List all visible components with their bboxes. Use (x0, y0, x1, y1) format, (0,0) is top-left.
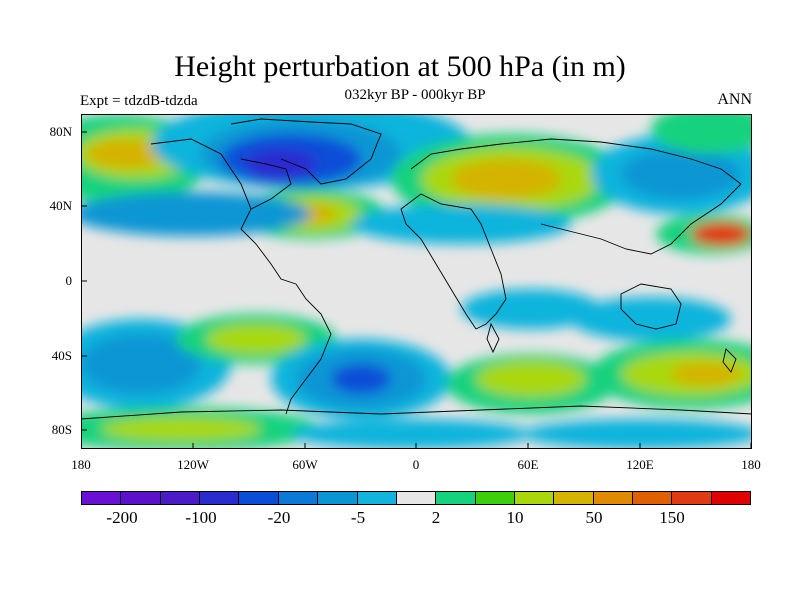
chart-subtitle: 032kyr BP - 000kyr BP (344, 87, 486, 103)
lat-tick-label: 80S (51, 422, 72, 437)
colorbar-swatch (396, 492, 437, 504)
colorbar-swatch (82, 492, 122, 504)
lon-tick-label: 120W (177, 457, 209, 472)
colorbar-label: -100 (185, 508, 217, 527)
colorbar-swatch (633, 492, 673, 504)
lat-tick-label: 40S (51, 348, 72, 363)
lat-tick-label: 40N (49, 198, 72, 213)
colorbar-swatch (160, 492, 201, 504)
lon-tick-label: 180 (71, 457, 91, 472)
colorbar-label: -200 (106, 508, 138, 527)
colorbar (81, 491, 751, 505)
lon-tick-label: 60W (292, 457, 318, 472)
colorbar-swatch (514, 492, 555, 504)
map-plot (81, 114, 752, 449)
colorbar-swatch (200, 492, 240, 504)
colorbar-label: 150 (659, 508, 685, 527)
colorbar-swatch (318, 492, 358, 504)
colorbar-swatch (239, 492, 279, 504)
colorbar-label: 10 (506, 508, 524, 527)
lat-tick-label: 80N (49, 124, 72, 139)
season-label: ANN (717, 91, 752, 108)
lon-tick-label: 60E (517, 457, 539, 472)
colorbar-label: -20 (267, 508, 291, 527)
lon-tick-label: 180 (741, 457, 761, 472)
axis-ticks (81, 131, 752, 449)
colorbar-swatch (357, 492, 397, 504)
colorbar-swatch (672, 492, 712, 504)
field-contours (81, 114, 752, 449)
experiment-label: Expt = tdzdB-tdzda (80, 93, 198, 109)
chart-title: Height perturbation at 500 hPa (in m) (174, 50, 626, 83)
lat-tick-label: 0 (65, 273, 73, 288)
colorbar-swatch (278, 492, 319, 504)
lon-tick-label: 0 (412, 457, 420, 472)
colorbar-label: 2 (431, 508, 441, 527)
colorbar-label: -5 (350, 508, 366, 527)
colorbar-swatch (121, 492, 161, 504)
colorbar-swatch (554, 492, 594, 504)
lon-tick-label: 120E (626, 457, 654, 472)
colorbar-swatch (711, 492, 751, 504)
colorbar-swatch (593, 492, 634, 504)
coastlines (81, 118, 752, 420)
colorbar-swatch (475, 492, 515, 504)
colorbar-label: 50 (585, 508, 603, 527)
colorbar-swatch (436, 492, 476, 504)
